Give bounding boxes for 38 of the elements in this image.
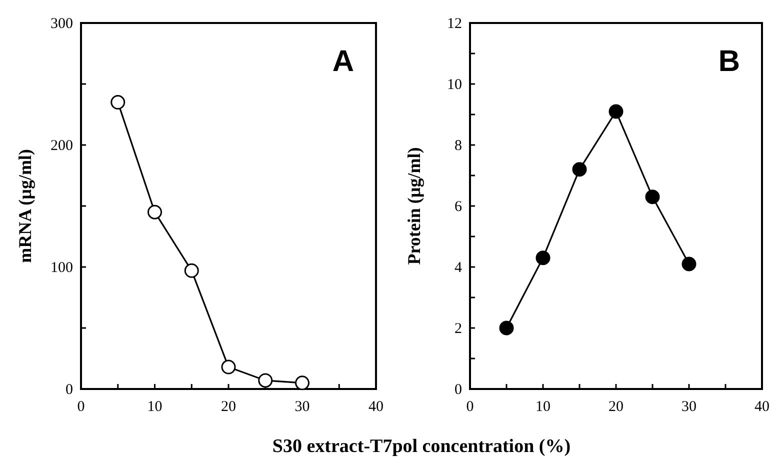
x-tick-label: 20 bbox=[608, 399, 624, 415]
annotation: A bbox=[332, 45, 354, 78]
x-tick-label: 40 bbox=[368, 399, 384, 415]
x-axis-title: S30 extract-T7pol concentration (%) bbox=[272, 436, 571, 457]
y-tick-label: 300 bbox=[50, 16, 73, 32]
point bbox=[110, 95, 126, 110]
point bbox=[645, 190, 660, 204]
y-axis-title: Protein (µg/ml) bbox=[404, 147, 424, 265]
annotation: B bbox=[718, 45, 740, 78]
y-tick-label: 0 bbox=[454, 382, 462, 398]
y-tick-label: 2 bbox=[454, 321, 462, 337]
point bbox=[682, 256, 696, 272]
y-tick-label: 100 bbox=[50, 260, 73, 276]
point bbox=[258, 373, 273, 388]
x-tick-label: 0 bbox=[77, 399, 85, 415]
point bbox=[536, 250, 550, 266]
x-tick-label: 10 bbox=[147, 399, 162, 415]
y-tick-label: 12 bbox=[447, 16, 462, 32]
x-tick-label: 10 bbox=[536, 399, 550, 415]
x-tick-label: 0 bbox=[466, 399, 474, 415]
x-tick-label: 30 bbox=[682, 399, 696, 415]
point bbox=[221, 360, 236, 374]
y-tick-label: 10 bbox=[447, 77, 462, 93]
y-tick-label: 4 bbox=[454, 260, 462, 276]
point bbox=[184, 263, 199, 278]
y-tick-label: 6 bbox=[454, 199, 462, 215]
point bbox=[295, 376, 310, 390]
y-tick-label: 200 bbox=[50, 138, 73, 154]
point bbox=[572, 162, 587, 177]
x-tick-label: 40 bbox=[754, 399, 770, 415]
point bbox=[608, 104, 624, 119]
x-tick-label: 30 bbox=[294, 399, 310, 415]
y-tick-label: 0 bbox=[66, 382, 73, 398]
x-tick-label: 20 bbox=[221, 399, 236, 415]
point bbox=[499, 320, 514, 336]
y-axis-title: mRNA (µg/ml) bbox=[15, 149, 35, 263]
y-tick-label: 8 bbox=[454, 138, 462, 154]
point bbox=[148, 204, 162, 220]
